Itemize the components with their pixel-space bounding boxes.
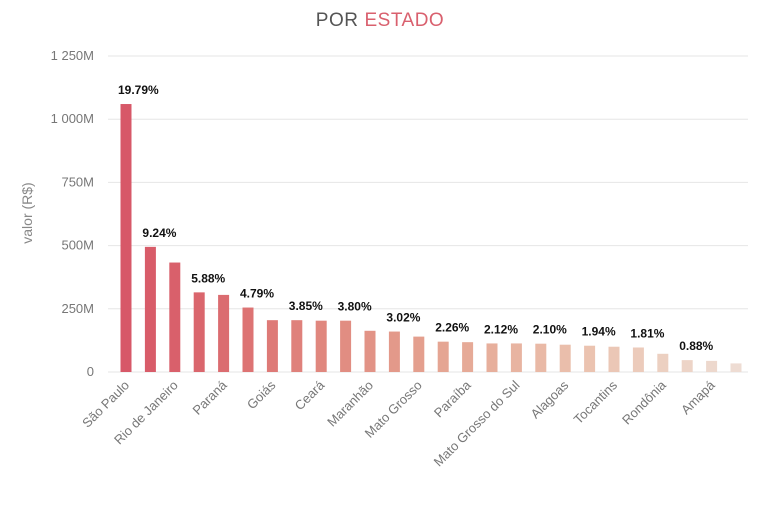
bar xyxy=(608,346,620,372)
bar-percent-label: 2.10% xyxy=(533,323,567,337)
x-category-label: Paraná xyxy=(189,377,230,418)
bar xyxy=(193,292,205,372)
bar xyxy=(559,344,571,372)
x-category-label: Ceará xyxy=(292,377,328,413)
bar-percent-label: 1.94% xyxy=(582,325,616,339)
y-tick-label: 250M xyxy=(61,301,94,316)
bar xyxy=(242,307,254,372)
bar xyxy=(632,347,644,372)
bar xyxy=(510,343,522,372)
bar xyxy=(315,320,327,372)
bar-percent-label: 2.12% xyxy=(484,322,518,336)
bar xyxy=(169,262,181,372)
data-labels: 19.79% 9.24% 5.88% 4.79% 3.85% 3.80% 3.02% 2.26… xyxy=(118,83,714,353)
bars xyxy=(120,104,742,373)
bar-percent-label: 5.88% xyxy=(191,271,225,285)
chart-title-part2: ESTADO xyxy=(364,10,444,31)
x-category-label: Tocantins xyxy=(571,377,621,427)
bar xyxy=(340,320,352,372)
bar xyxy=(584,345,596,372)
bar xyxy=(364,330,376,372)
x-category-label: Rondônia xyxy=(619,377,670,428)
bar xyxy=(535,343,547,372)
bar xyxy=(266,320,278,372)
bar-percent-label: 0.88% xyxy=(679,339,713,353)
bar xyxy=(730,363,742,372)
y-tick-label: 0 xyxy=(87,364,94,379)
bar-percent-label: 19.79% xyxy=(118,83,159,97)
x-category-label: Alagoas xyxy=(527,377,571,421)
bar-percent-label: 4.79% xyxy=(240,287,274,301)
bar xyxy=(681,360,693,372)
bar-percent-label: 9.24% xyxy=(142,226,176,240)
bar xyxy=(437,341,449,372)
bar xyxy=(120,104,132,373)
bar-percent-label: 1.81% xyxy=(630,326,664,340)
bar xyxy=(144,246,156,372)
bar-percent-label: 3.80% xyxy=(338,300,372,314)
x-category-label: Mato Grosso do Sul xyxy=(431,377,523,469)
chart-title-part1: POR xyxy=(316,10,359,31)
y-axis-label: valor (R$) xyxy=(19,182,35,243)
chart-title: POR ESTADO xyxy=(316,10,444,31)
x-category-label: Goiás xyxy=(244,377,279,412)
x-category-label: Maranhão xyxy=(324,378,376,430)
x-category-label: Amapá xyxy=(678,377,718,417)
bar xyxy=(486,343,498,372)
x-category-label: Paraíba xyxy=(431,377,474,420)
bar xyxy=(706,360,718,372)
bar-percent-label: 3.02% xyxy=(386,311,420,325)
bar xyxy=(388,331,400,372)
bar xyxy=(413,336,425,372)
y-tick-label: 1 000M xyxy=(51,111,94,126)
bar xyxy=(657,353,669,372)
y-tick-label: 1 250M xyxy=(51,48,94,63)
bar-percent-label: 2.26% xyxy=(435,321,469,335)
bar xyxy=(291,320,303,372)
bar xyxy=(462,342,474,372)
bar-percent-label: 3.85% xyxy=(289,299,323,313)
y-tick-label: 500M xyxy=(61,238,94,253)
y-tick-label: 750M xyxy=(61,174,94,189)
bar xyxy=(218,294,230,372)
y-axis-ticks: 0 250M 500M 750M 1 000M 1 250M xyxy=(51,48,94,379)
